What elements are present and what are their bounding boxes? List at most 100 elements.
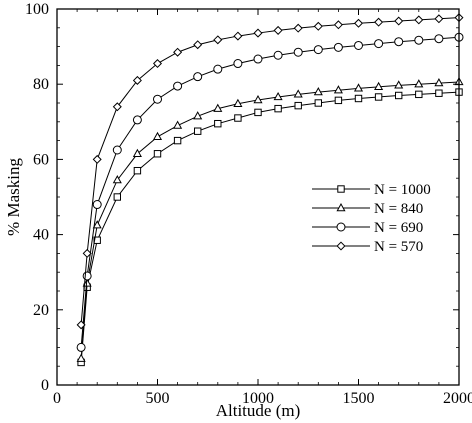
x-tick-label: 1000 <box>242 390 274 407</box>
x-tick-label: 2000 <box>443 390 472 407</box>
data-point <box>76 320 86 330</box>
y-axis-title: % Masking <box>4 158 23 236</box>
data-point <box>153 94 162 104</box>
data-point <box>193 72 203 82</box>
data-point <box>112 102 122 112</box>
data-point <box>254 108 262 117</box>
data-point <box>274 104 282 113</box>
data-point <box>374 17 384 27</box>
data-point <box>333 85 343 94</box>
data-point <box>193 40 203 50</box>
legend-label: N = 1000 <box>374 182 431 198</box>
x-tick-label: 1500 <box>343 390 375 407</box>
data-point <box>313 21 323 31</box>
legend-entry: N = 840 <box>312 201 423 217</box>
data-point <box>76 342 86 352</box>
data-point <box>273 91 283 101</box>
data-point <box>394 37 404 47</box>
data-point <box>76 353 86 362</box>
data-point <box>153 150 162 158</box>
legend-marker <box>337 185 345 193</box>
data-point <box>434 78 444 87</box>
data-point <box>414 15 424 25</box>
legend-marker <box>336 241 346 251</box>
data-point <box>253 28 263 38</box>
data-point <box>354 94 363 103</box>
data-point <box>152 131 163 141</box>
data-point <box>313 45 323 55</box>
data-point <box>214 119 222 128</box>
data-point <box>293 89 303 98</box>
plot-area <box>76 13 464 367</box>
data-point <box>395 91 403 100</box>
data-point <box>293 23 303 33</box>
legend-marker <box>336 222 346 232</box>
data-point <box>82 278 92 287</box>
data-point <box>273 50 283 60</box>
data-point <box>82 248 92 258</box>
data-point <box>173 136 182 145</box>
data-point <box>333 42 343 52</box>
data-point <box>92 154 102 164</box>
data-point <box>314 99 323 107</box>
data-point <box>374 93 383 101</box>
data-point <box>82 271 92 281</box>
data-point <box>374 39 384 49</box>
data-point <box>415 90 423 99</box>
data-point <box>293 47 303 57</box>
data-point <box>233 59 243 69</box>
data-point <box>333 20 343 30</box>
legend-entry: N = 570 <box>312 239 423 255</box>
data-point <box>234 114 242 122</box>
data-point <box>193 111 203 120</box>
data-point <box>294 101 302 110</box>
data-point <box>394 16 404 26</box>
x-tick-label: 0 <box>53 390 61 407</box>
data-point <box>334 96 343 105</box>
data-point <box>434 34 444 44</box>
data-point <box>253 54 263 64</box>
data-point <box>112 175 122 184</box>
legend-entry: N = 690 <box>312 220 423 236</box>
x-tick-label: 500 <box>146 390 170 407</box>
y-tick-label: 20 <box>33 302 49 319</box>
y-tick-label: 60 <box>33 151 49 168</box>
series-square <box>77 88 463 367</box>
data-point <box>434 14 444 24</box>
data-point <box>93 236 101 244</box>
data-point <box>213 64 223 74</box>
data-point <box>132 148 142 157</box>
data-point <box>132 75 142 85</box>
data-point <box>253 94 263 104</box>
y-tick-label: 0 <box>41 377 49 394</box>
legend-label: N = 570 <box>374 239 423 255</box>
data-point <box>173 47 183 57</box>
legend-label: N = 690 <box>374 220 423 236</box>
data-point <box>354 40 363 50</box>
data-point <box>133 166 142 175</box>
data-point <box>374 81 384 91</box>
data-point <box>113 193 121 201</box>
data-point <box>394 80 404 89</box>
data-point <box>353 83 364 92</box>
data-point <box>273 25 283 35</box>
y-tick-label: 40 <box>33 227 49 244</box>
series-diamond <box>76 13 464 330</box>
x-axis-title: Altitude (m) <box>216 401 301 420</box>
y-tick-label: 100 <box>25 1 49 18</box>
data-point <box>435 89 443 97</box>
data-point <box>233 31 243 41</box>
data-point <box>92 200 102 210</box>
data-point <box>112 145 122 155</box>
legend-entry: N = 1000 <box>312 182 431 198</box>
data-point <box>132 115 142 125</box>
data-point <box>353 18 364 28</box>
data-point <box>194 127 202 135</box>
data-point <box>173 81 183 91</box>
data-point <box>173 120 183 129</box>
data-point <box>213 35 223 45</box>
legend-marker <box>336 202 346 212</box>
legend-label: N = 840 <box>374 201 423 217</box>
y-tick-label: 80 <box>33 76 49 93</box>
